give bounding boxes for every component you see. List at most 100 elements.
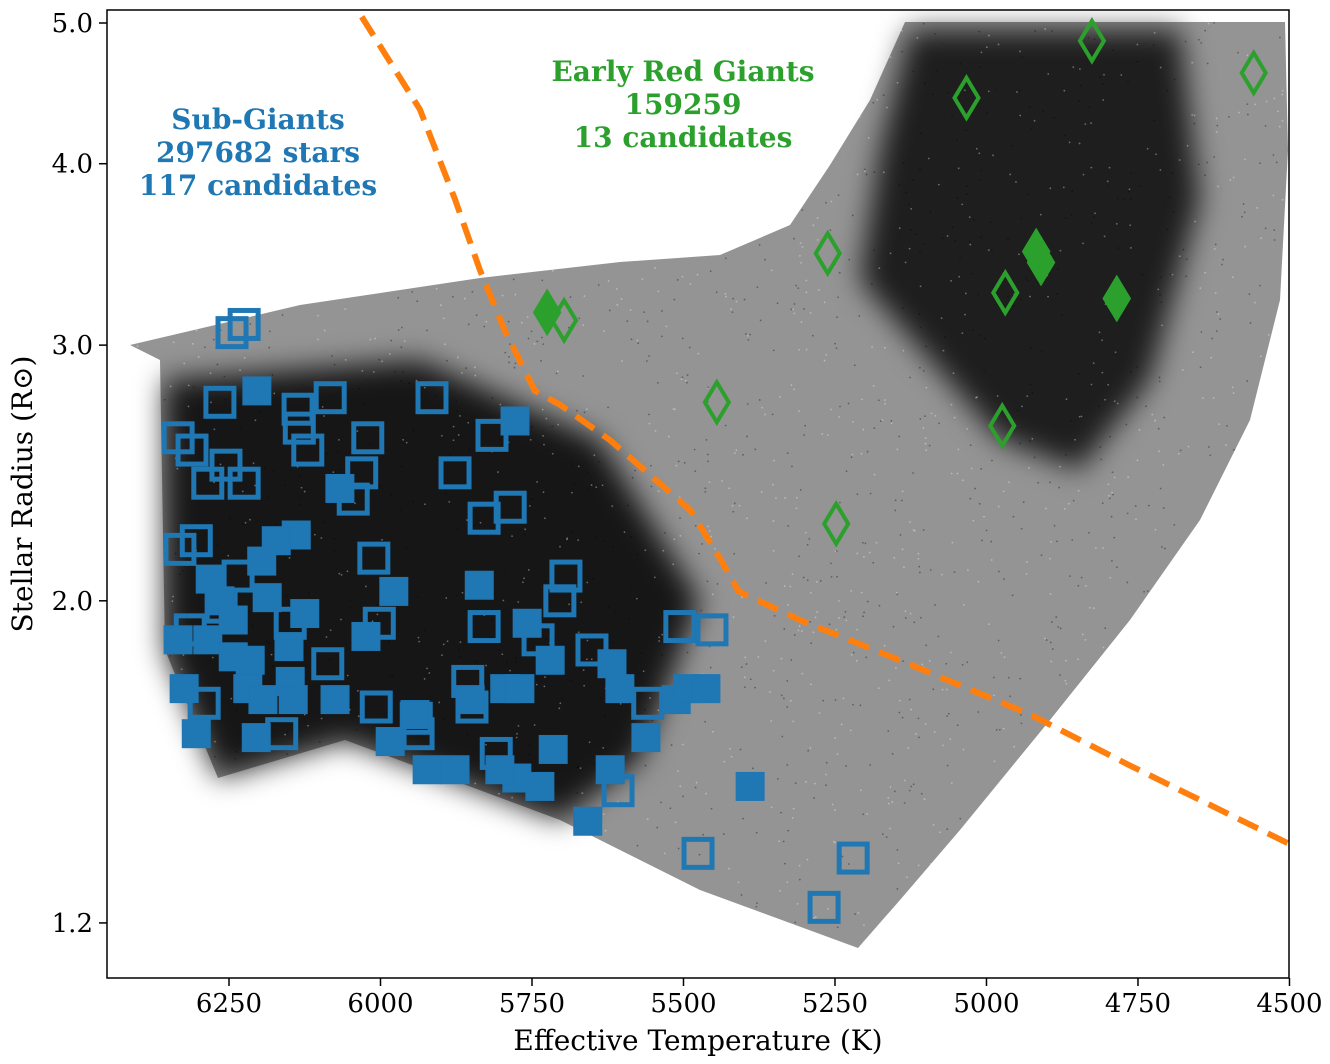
star-point: [912, 472, 914, 474]
star-point: [1154, 419, 1157, 422]
star-point: [793, 312, 796, 315]
star-point: [1229, 179, 1232, 181]
sub-giant-candidate-marker: [375, 727, 405, 757]
star-point: [912, 70, 915, 73]
star-point: [1111, 471, 1114, 474]
star-point: [896, 81, 899, 84]
star-point: [485, 743, 487, 746]
star-point: [503, 572, 506, 575]
star-point: [834, 550, 837, 553]
star-point: [878, 267, 881, 270]
star-point: [646, 818, 649, 821]
star-point: [1056, 292, 1058, 295]
star-point: [993, 676, 995, 679]
star-point: [684, 379, 687, 382]
star-point: [716, 583, 719, 585]
star-point: [495, 660, 497, 663]
sub-giant-candidate-marker: [415, 381, 449, 415]
star-point: [468, 448, 471, 451]
star-point: [1040, 554, 1043, 557]
star-point: [883, 346, 886, 349]
star-point: [823, 301, 826, 304]
star-point: [885, 836, 888, 839]
star-point: [1049, 593, 1052, 595]
star-point: [771, 413, 774, 416]
star-point: [792, 720, 795, 723]
star-point: [795, 507, 798, 510]
star-point: [776, 777, 779, 780]
star-point: [1153, 119, 1156, 122]
star-point: [542, 435, 544, 437]
star-point: [924, 723, 927, 725]
star-point: [798, 555, 800, 558]
x-tick-label: 5750: [499, 989, 565, 1019]
star-point: [773, 615, 776, 617]
star-point: [333, 363, 336, 366]
star-point: [1001, 269, 1004, 272]
star-point: [792, 807, 795, 810]
star-point: [1113, 400, 1116, 403]
star-point: [677, 770, 679, 773]
star-point: [582, 669, 585, 672]
star-point: [272, 665, 274, 668]
star-point: [941, 573, 943, 576]
star-point: [845, 619, 848, 622]
star-point: [607, 606, 610, 609]
star-point: [1013, 745, 1016, 748]
star-point: [298, 497, 300, 499]
star-point: [438, 701, 441, 704]
star-point: [527, 569, 530, 571]
star-point: [722, 833, 725, 835]
star-point: [686, 651, 689, 654]
star-point: [803, 434, 806, 436]
star-point: [898, 435, 901, 438]
star-point: [390, 339, 393, 342]
star-point: [681, 743, 684, 746]
star-point: [1019, 114, 1022, 117]
star-point: [688, 346, 691, 349]
star-point: [543, 685, 546, 688]
star-point: [1117, 247, 1119, 250]
star-point: [1157, 427, 1160, 430]
star-point: [545, 638, 548, 641]
star-point: [765, 582, 767, 584]
star-point: [239, 369, 241, 372]
star-point: [576, 409, 578, 412]
star-point: [915, 233, 917, 236]
star-point: [307, 724, 309, 727]
star-point: [611, 641, 614, 644]
star-point: [696, 273, 699, 276]
star-point: [922, 22, 925, 25]
red-giant-candidate-marker: [813, 229, 843, 278]
star-point: [1173, 78, 1176, 81]
star-point: [909, 521, 911, 523]
star-point: [704, 490, 707, 493]
star-point: [907, 746, 910, 749]
star-point: [1204, 174, 1206, 177]
star-point: [877, 399, 880, 402]
star-point: [675, 464, 678, 467]
star-point: [577, 766, 579, 768]
star-point: [511, 796, 514, 799]
star-point: [582, 324, 585, 327]
star-point: [1047, 73, 1050, 75]
sub-giant-candidate-marker: [187, 686, 221, 720]
star-point: [1044, 637, 1046, 640]
star-point: [1063, 134, 1066, 137]
star-point: [1062, 186, 1065, 189]
star-point: [423, 503, 426, 506]
star-point: [985, 46, 988, 49]
star-point: [404, 546, 407, 549]
star-point: [329, 629, 332, 632]
star-point: [769, 691, 771, 694]
star-point: [1129, 247, 1132, 249]
star-point: [1051, 621, 1053, 623]
star-point: [615, 288, 618, 290]
star-point: [308, 591, 311, 594]
star-point: [458, 655, 461, 658]
star-point: [443, 718, 446, 721]
star-point: [1016, 409, 1019, 412]
star-point: [869, 764, 872, 766]
star-point: [845, 470, 848, 473]
star-point: [920, 792, 923, 795]
